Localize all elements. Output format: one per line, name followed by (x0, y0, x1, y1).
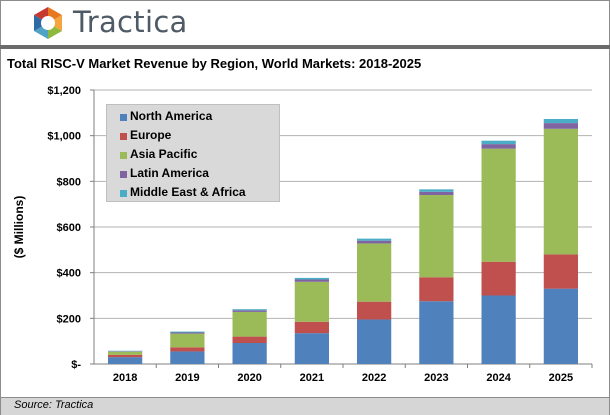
bar-segment (543, 123, 578, 129)
bar-segment (294, 279, 329, 282)
bar-segment (481, 261, 516, 296)
x-tick-label: 2019 (175, 372, 199, 384)
x-tick-label: 2024 (486, 372, 511, 384)
legend-label: North America (130, 109, 213, 123)
bar-segment (481, 148, 516, 262)
bar-segment (543, 128, 578, 255)
y-tick-label: $- (71, 359, 81, 371)
bar-segment (232, 311, 267, 337)
bar-segment (481, 295, 516, 364)
bar-segment (543, 288, 578, 364)
bar-segment (170, 347, 205, 352)
legend-label: Middle East & Africa (130, 185, 246, 199)
bar-segment (294, 281, 329, 322)
bar-segment (357, 301, 392, 320)
bar-segment (543, 254, 578, 289)
bar-segment (481, 144, 516, 149)
x-tick-label: 2022 (362, 372, 386, 384)
y-tick-label: $200 (57, 313, 81, 325)
x-tick-label: 2023 (424, 372, 448, 384)
tractica-logo-icon (32, 7, 64, 39)
x-tick-label: 2018 (113, 372, 137, 384)
bar-segment (419, 191, 454, 196)
y-tick-label: $1,200 (47, 85, 81, 97)
bar-segment (232, 342, 267, 364)
bar-segment (543, 118, 578, 124)
bar-segment (419, 277, 454, 302)
bar-segment (232, 336, 267, 343)
header-rule (0, 45, 610, 49)
legend-swatch (120, 114, 127, 121)
bar-segment (108, 351, 143, 355)
bar-segment (357, 240, 392, 244)
y-axis-title: ($ Millions) (12, 196, 26, 259)
legend-label: Asia Pacific (130, 147, 198, 161)
bar-segment (170, 331, 205, 333)
source-note: Source: Tractica (14, 399, 94, 411)
x-tick-label: 2021 (300, 372, 324, 384)
legend-swatch (120, 171, 127, 178)
header: Tractica (0, 0, 610, 44)
bar-segment (108, 354, 143, 358)
bar-segment (170, 332, 205, 334)
chart-legend: North America Europe Asia Pacific Latin Ame… (106, 104, 280, 202)
bar-segment (108, 357, 143, 364)
y-tick-label: $600 (57, 222, 81, 234)
y-tick-label: $400 (57, 268, 81, 280)
chart-title: Total RISC-V Market Revenue by Region, W… (7, 56, 422, 71)
bar-segment (170, 351, 205, 364)
bar-segment (419, 195, 454, 278)
bar-segment (294, 321, 329, 334)
y-tick-label: $800 (57, 176, 81, 188)
source-bar: Source: Tractica (1, 397, 609, 415)
bar-segment (294, 333, 329, 364)
legend-label: Europe (130, 128, 172, 142)
legend-swatch (120, 190, 127, 197)
bar-segment (481, 140, 516, 145)
bar-segment (357, 319, 392, 364)
bar-segment (357, 243, 392, 302)
legend-swatch (120, 133, 127, 140)
x-tick-label: 2020 (237, 372, 261, 384)
y-tick-label: $1,000 (47, 131, 81, 143)
bar-segment (419, 189, 454, 192)
legend-swatch (120, 152, 127, 159)
legend-label: Latin America (130, 166, 209, 180)
x-tick-label: 2025 (549, 372, 573, 384)
bar-segment (232, 310, 267, 312)
brand-name: Tractica (73, 5, 188, 39)
bar-segment (357, 238, 392, 241)
bar-segment (294, 277, 329, 280)
bar-segment (419, 301, 454, 364)
bar-segment (170, 333, 205, 348)
bar-segment (232, 309, 267, 311)
